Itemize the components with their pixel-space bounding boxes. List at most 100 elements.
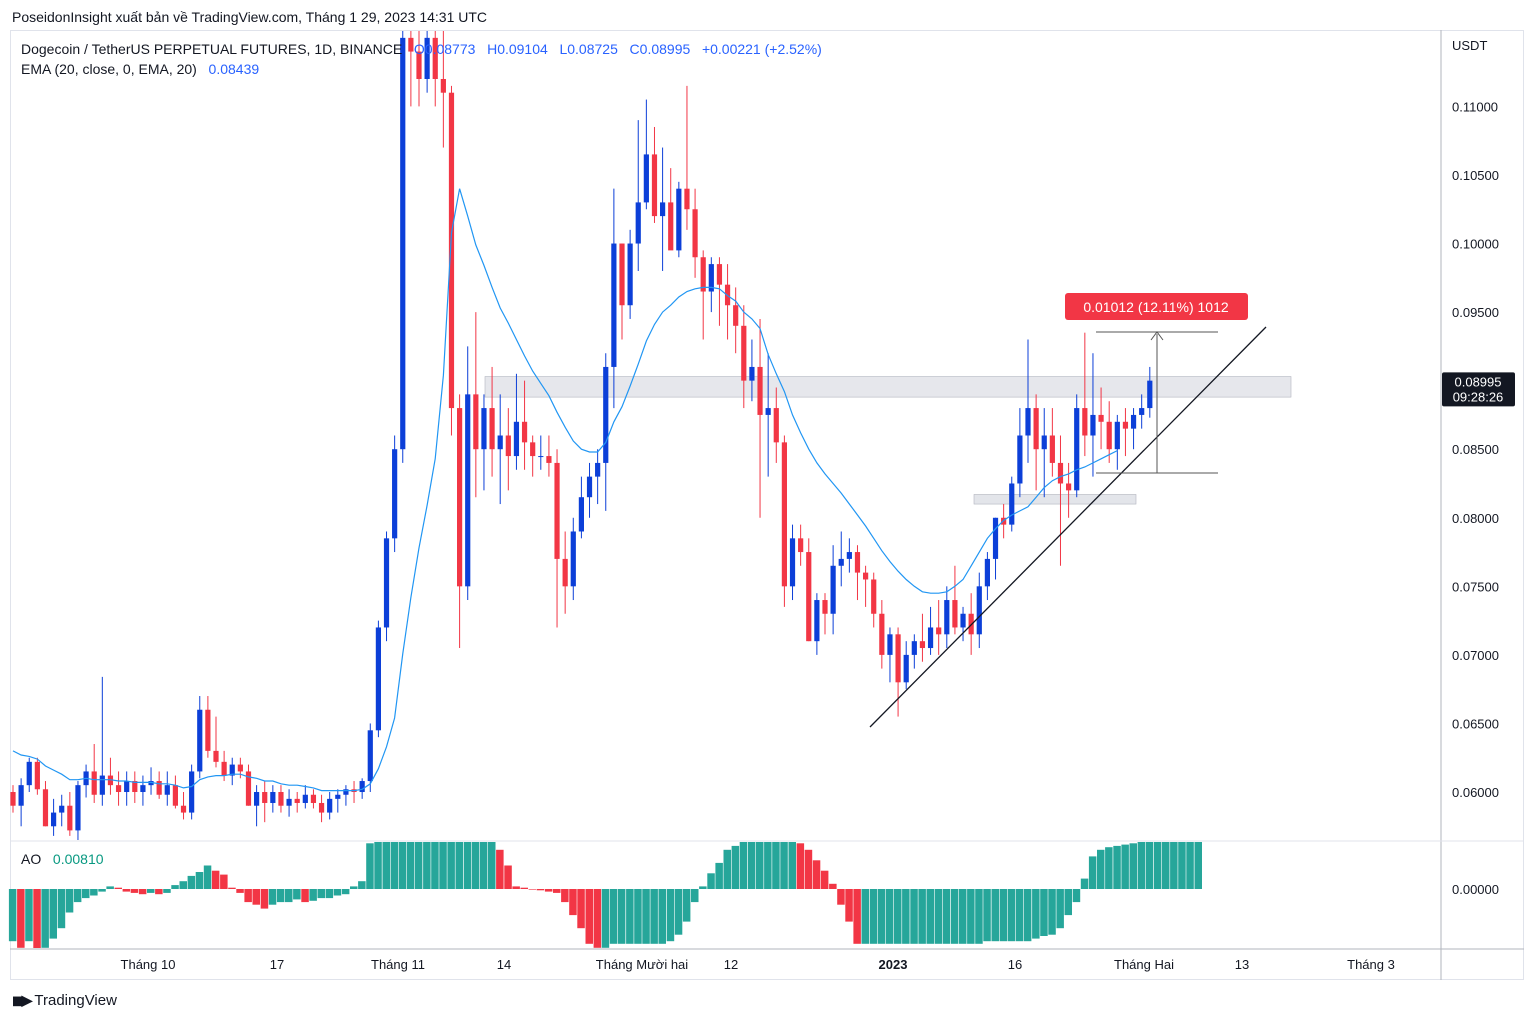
ao-bar [341,889,350,895]
ao-bar [512,886,520,889]
candle-body [473,394,479,450]
tradingview-logo-icon: ◼▶ [12,992,32,1008]
ao-bar [106,886,114,889]
ao-bar [739,842,748,889]
candle-body [148,781,154,786]
ao-value: 0.00810 [52,851,104,867]
ao-bar [845,889,853,922]
candle-body [676,188,682,251]
symbol-legend[interactable]: Dogecoin / TetherUS PERPETUAL FUTURES, 1… [21,41,822,57]
candle-body [375,627,381,731]
time-tick-label: Tháng 10 [121,957,176,972]
candle-body [1147,380,1153,409]
ao-bar [617,889,626,944]
candle-body [1025,408,1031,436]
ao-bar [959,889,967,944]
ao-bar [626,889,634,944]
candle-body [75,785,81,831]
ao-legend[interactable]: AO 0.00810 [21,851,104,867]
candle-body [440,78,446,93]
resistance-zone [484,376,1292,398]
candle-body [773,408,779,443]
ao-bar [171,885,179,889]
candle-body [789,538,796,587]
price-tick-label: 0.07000 [1452,648,1499,663]
candle-body [286,798,292,806]
ao-bar [244,889,252,903]
ao-bar [1097,849,1105,889]
ao-bar [276,889,285,903]
tradingview-logo[interactable]: ◼▶ TradingView [12,992,117,1009]
ao-bar [1121,844,1129,889]
candle-body [619,243,625,306]
time-tick-label: 12 [724,957,738,972]
ao-bar [228,887,236,889]
price-tick-label: 0.09500 [1452,305,1499,320]
candle-body [586,476,593,498]
ohlc-change: +0.00221 (+2.52%) [701,41,822,57]
candle-body [18,785,24,806]
candle-body [1139,408,1145,415]
ao-bar [812,860,821,889]
candle-body [416,51,422,79]
ao-bar [553,889,561,893]
time-tick-label: Tháng Hai [1114,957,1174,972]
ao-bar [1023,889,1032,942]
ao-bar [869,889,878,944]
ao-bar [163,889,171,893]
candle-body [887,634,893,655]
ao-bar [179,881,187,889]
ao-bar [691,889,699,903]
candle-body [221,761,227,776]
support-zone [973,494,1137,505]
price-tick-label: 0.06000 [1452,785,1499,800]
candle-body [895,634,901,683]
candle-body [1082,408,1088,436]
candle-body [911,641,917,655]
ao-bar [1072,889,1081,903]
candle-body [408,37,414,52]
candle-body [359,781,365,793]
ao-bar [463,842,472,889]
price-tick-label: 0.10500 [1452,168,1499,183]
ao-bar [317,889,325,899]
candle-body [660,202,666,217]
ao-bar [561,889,569,903]
candle-body [172,785,178,806]
candle-body [846,552,852,559]
ema-label: EMA (20, close, 0, EMA, 20) [21,61,197,77]
candle-body [611,243,617,367]
ao-bar [406,842,415,889]
ao-bar [796,843,805,889]
ao-bar [804,849,813,889]
ao-bar [918,889,926,944]
price-tick-label: 0.08000 [1452,511,1499,526]
ao-bar [1105,847,1113,889]
candle-body [59,805,65,813]
ao-bar [203,865,212,889]
ao-bar [861,889,869,944]
ao-bar [187,875,196,889]
ao-bar [1113,845,1121,889]
candle-body [603,366,609,463]
candle-body [1106,421,1112,450]
candle-body [863,572,869,580]
candle-body [700,257,706,292]
ohlc-open: O0.08773 [413,41,476,57]
ema-legend[interactable]: EMA (20, close, 0, EMA, 20) 0.08439 [21,61,259,77]
ao-bar [650,889,658,944]
time-tick-label: 17 [270,957,284,972]
time-tick-label: 13 [1235,957,1249,972]
ao-bar [999,889,1008,942]
ema-value: 0.08439 [208,61,260,77]
candle-body [927,627,934,649]
ao-bar [593,889,602,948]
candle-body [822,600,828,614]
ao-bar [634,889,642,944]
candle-body [67,805,73,831]
candle-body [1090,414,1096,436]
ohlc-low: L0.08725 [559,41,618,57]
candle-body [1057,462,1064,484]
candle-body [530,442,536,457]
